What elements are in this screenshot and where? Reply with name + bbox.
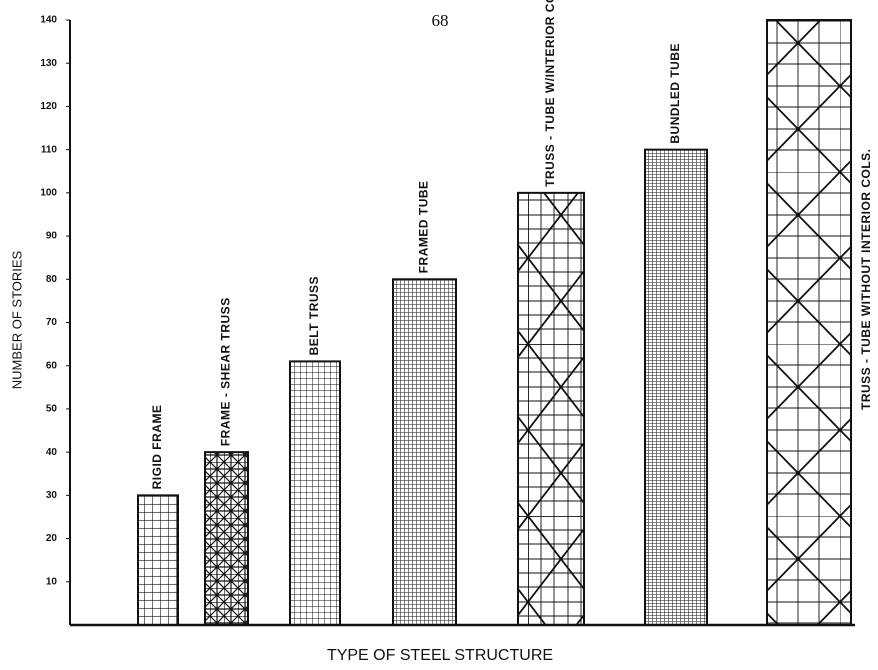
y-tick-label: 70 [46,317,58,328]
y-tick-label: 140 [40,15,57,26]
y-axis-title: NUMBER OF STORIES [9,250,24,389]
chart: 68 TYPE OF STEEL STRUCTURE NUMBER OF STO… [0,0,878,670]
y-tick-label: 80 [46,274,58,285]
y-tick-label: 100 [40,187,57,198]
category-label: BUNDLED TUBE [668,43,682,144]
bar [393,279,456,625]
y-tick-label: 40 [46,447,58,458]
category-label: FRAME - SHEAR TRUSS [219,297,233,446]
category-label: RIGID FRAME [150,405,164,490]
y-tick-label: 20 [46,533,58,544]
bar [138,495,178,625]
y-tick-label: 90 [46,231,58,242]
bar [767,20,851,625]
y-tick-label: 130 [40,58,57,69]
y-tick-label: 120 [40,101,57,112]
bar [645,150,707,625]
y-tick-label: 60 [46,360,58,371]
category-label: TRUSS - TUBE W/INTERIOR COLS. [543,0,557,187]
bar [205,452,248,625]
page-number: 68 [432,11,449,30]
y-tick-label: 10 [46,576,58,587]
y-tick-label: 50 [46,404,58,415]
category-label: BELT TRUSS [307,276,321,355]
bar [518,193,584,625]
x-axis-title: TYPE OF STEEL STRUCTURE [327,647,553,664]
category-label: FRAMED TUBE [417,180,431,273]
bar [290,361,340,625]
y-tick-label: 30 [46,490,58,501]
category-label: TRUSS - TUBE WITHOUT INTERIOR COLS. [859,149,873,411]
y-tick-label: 110 [41,144,58,155]
